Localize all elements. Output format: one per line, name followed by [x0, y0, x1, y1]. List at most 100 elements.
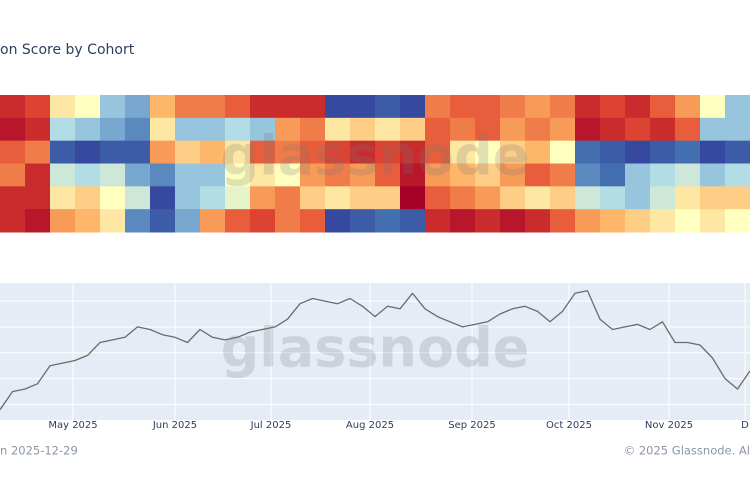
heat-cell: [475, 140, 501, 164]
heat-cell: [475, 163, 501, 187]
heat-cell: [450, 163, 476, 187]
heat-cell: [250, 95, 276, 119]
heat-cell: [25, 186, 51, 210]
heat-cell: [50, 186, 76, 210]
heat-cell: [650, 186, 676, 210]
heat-cell: [250, 117, 276, 142]
line-chart: May 2025 Jun 2025 Jul 2025 Aug 2025 Sep 2025…: [0, 283, 750, 431]
heat-cell: [675, 95, 701, 119]
heat-cell: [225, 117, 251, 142]
heat-cell: [175, 209, 201, 233]
heat-cell: [350, 163, 376, 187]
heat-cell: [0, 163, 26, 187]
heat-cell: [250, 186, 276, 210]
heat-cell: [650, 209, 676, 233]
heat-cell: [550, 186, 576, 210]
heat-cell: [50, 163, 76, 187]
heat-cell: [575, 95, 601, 119]
heatmap: glassnode: [0, 95, 750, 233]
heat-cell: [625, 186, 651, 210]
heat-cell: [75, 140, 101, 164]
heat-cell: [0, 140, 26, 164]
heat-cell: [675, 186, 701, 210]
heat-cell: [525, 140, 551, 164]
heat-cell: [100, 95, 126, 119]
heat-cell: [75, 95, 101, 119]
heat-cell: [100, 117, 126, 142]
footer-copyright: © 2025 Glassnode. Al: [624, 444, 750, 458]
heat-cell: [525, 95, 551, 119]
x-tick-label: D: [741, 420, 749, 431]
heat-cell: [700, 140, 726, 164]
heat-cell: [125, 140, 151, 164]
heat-cell: [50, 140, 76, 164]
x-tick-label: Nov 2025: [645, 420, 693, 431]
heat-cell: [0, 209, 26, 233]
heat-cell: [700, 209, 726, 233]
x-tick-label: Jun 2025: [152, 420, 197, 431]
heat-cell: [200, 186, 226, 210]
heat-cell: [450, 95, 476, 119]
heat-cell: [725, 140, 750, 164]
heat-cell: [175, 163, 201, 187]
heat-cell: [150, 186, 176, 210]
heat-cell: [300, 117, 326, 142]
heat-cell: [600, 186, 626, 210]
heat-cell: [425, 140, 451, 164]
heat-cell: [725, 95, 750, 119]
heat-cell: [475, 186, 501, 210]
heat-cell: [50, 209, 76, 233]
heat-cell: [375, 140, 401, 164]
heat-cell: [550, 163, 576, 187]
heat-cell: [675, 117, 701, 142]
heat-cell: [550, 140, 576, 164]
heat-cell: [625, 95, 651, 119]
heat-cell: [125, 209, 151, 233]
price-line: [0, 290, 750, 411]
heat-cell: [575, 163, 601, 187]
heat-cell: [500, 117, 526, 142]
heat-cell: [450, 140, 476, 164]
heat-cell: [350, 140, 376, 164]
heat-cell: [25, 140, 51, 164]
heat-cell: [700, 95, 726, 119]
heat-cell: [650, 117, 676, 142]
heat-cell: [350, 95, 376, 119]
heat-cell: [75, 117, 101, 142]
heat-cell: [300, 209, 326, 233]
heat-cell: [600, 95, 626, 119]
heat-cell: [675, 163, 701, 187]
heat-cell: [125, 117, 151, 142]
heat-cell: [575, 140, 601, 164]
heat-cell: [575, 186, 601, 210]
heat-cell: [250, 140, 276, 164]
x-tick-label: Sep 2025: [448, 420, 495, 431]
heat-cell: [0, 117, 26, 142]
heat-cell: [725, 209, 750, 233]
heat-cell: [475, 209, 501, 233]
heat-cell: [550, 117, 576, 142]
heat-cell: [425, 209, 451, 233]
heat-cell: [500, 140, 526, 164]
heat-cell: [325, 117, 351, 142]
heat-cell: [225, 186, 251, 210]
heat-cell: [225, 95, 251, 119]
heat-cell: [125, 186, 151, 210]
heat-cell: [525, 186, 551, 210]
heat-cell: [200, 163, 226, 187]
heat-cell: [375, 186, 401, 210]
x-tick-label: Oct 2025: [546, 420, 592, 431]
heat-cell: [425, 163, 451, 187]
heat-cell: [75, 209, 101, 233]
heat-cell: [175, 186, 201, 210]
heat-cell: [600, 209, 626, 233]
heat-cell: [350, 186, 376, 210]
heat-cell: [500, 95, 526, 119]
heat-cell: [725, 163, 750, 187]
heat-cell: [300, 140, 326, 164]
heat-cell: [375, 95, 401, 119]
heat-cell: [325, 186, 351, 210]
heat-cell: [200, 140, 226, 164]
heat-cell: [100, 140, 126, 164]
